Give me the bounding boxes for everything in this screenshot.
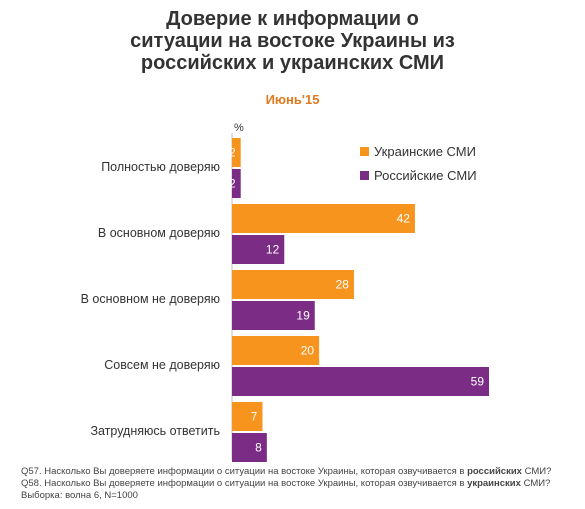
data-label-russian: 8 xyxy=(255,441,262,455)
bar-russian xyxy=(232,301,315,330)
data-label-ukrainian: 7 xyxy=(251,410,258,424)
unit-label: % xyxy=(234,122,244,134)
legend-swatch-russian xyxy=(360,170,369,180)
footnote-q57: Q57. Насколько Вы доверяете информации о… xyxy=(21,466,551,478)
data-label-ukrainian: 2 xyxy=(229,146,236,160)
legend-item-ukrainian: Украинские СМИ xyxy=(360,140,477,162)
bar-russian xyxy=(232,433,267,462)
chart-title: Доверие к информации о ситуации на восто… xyxy=(0,8,585,74)
legend-label-ukrainian: Украинские СМИ xyxy=(374,143,476,159)
footnote-sample: Выборка: волна 6, N=1000 xyxy=(21,490,138,501)
legend-swatch-ukrainian xyxy=(360,146,369,156)
chart-title-line-1: Доверие к информации о xyxy=(166,8,419,30)
footnote-q57-bold: российских xyxy=(467,466,522,477)
chart-title-line-2: ситуации на востоке Украины из xyxy=(130,30,455,52)
footnote-q57-text: Q57. Насколько Вы доверяете информации о… xyxy=(21,466,465,477)
footnote-q58-bold: украинских xyxy=(467,478,521,489)
footnote-q58-text: Q58. Насколько Вы доверяете информации о… xyxy=(21,478,465,489)
bar-russian xyxy=(232,235,285,264)
footnote-q58: Q58. Насколько Вы доверяете информации о… xyxy=(21,478,551,490)
category-label: В основном доверяю xyxy=(97,226,220,240)
footnote-q58-suffix: СМИ? xyxy=(523,478,551,489)
bar-ukrainian xyxy=(232,204,415,233)
legend-label-russian: Российские СМИ xyxy=(374,167,477,183)
bar-ukrainian xyxy=(232,270,354,299)
bar-ukrainian xyxy=(232,336,320,365)
data-label-ukrainian: 42 xyxy=(397,212,411,226)
chart-subtitle: Июнь'15 xyxy=(265,92,320,107)
bar-ukrainian xyxy=(232,138,241,167)
category-label: Затрудняюсь ответить xyxy=(90,424,220,438)
legend-item-russian: Российские СМИ xyxy=(360,164,477,186)
category-label: В основном не доверяю xyxy=(80,292,220,306)
data-label-ukrainian: 28 xyxy=(336,278,350,292)
bar-russian xyxy=(232,367,489,396)
legend: Украинские СМИ Российские СМИ xyxy=(360,140,477,188)
category-label: Совсем не доверяю xyxy=(104,358,220,372)
data-label-ukrainian: 20 xyxy=(301,344,315,358)
data-label-russian: 59 xyxy=(471,375,485,389)
data-label-russian: 2 xyxy=(229,177,236,191)
chart-title-line-3: российских и украинских СМИ xyxy=(140,52,445,74)
data-label-russian: 19 xyxy=(296,309,310,323)
footnote: Q57. Насколько Вы доверяете информации о… xyxy=(21,466,551,502)
category-label: Полностью доверяю xyxy=(101,160,220,174)
footnote-q57-suffix: СМИ? xyxy=(524,466,552,477)
bar-russian xyxy=(232,169,241,198)
data-label-russian: 12 xyxy=(266,243,280,257)
bar-ukrainian xyxy=(232,402,263,431)
